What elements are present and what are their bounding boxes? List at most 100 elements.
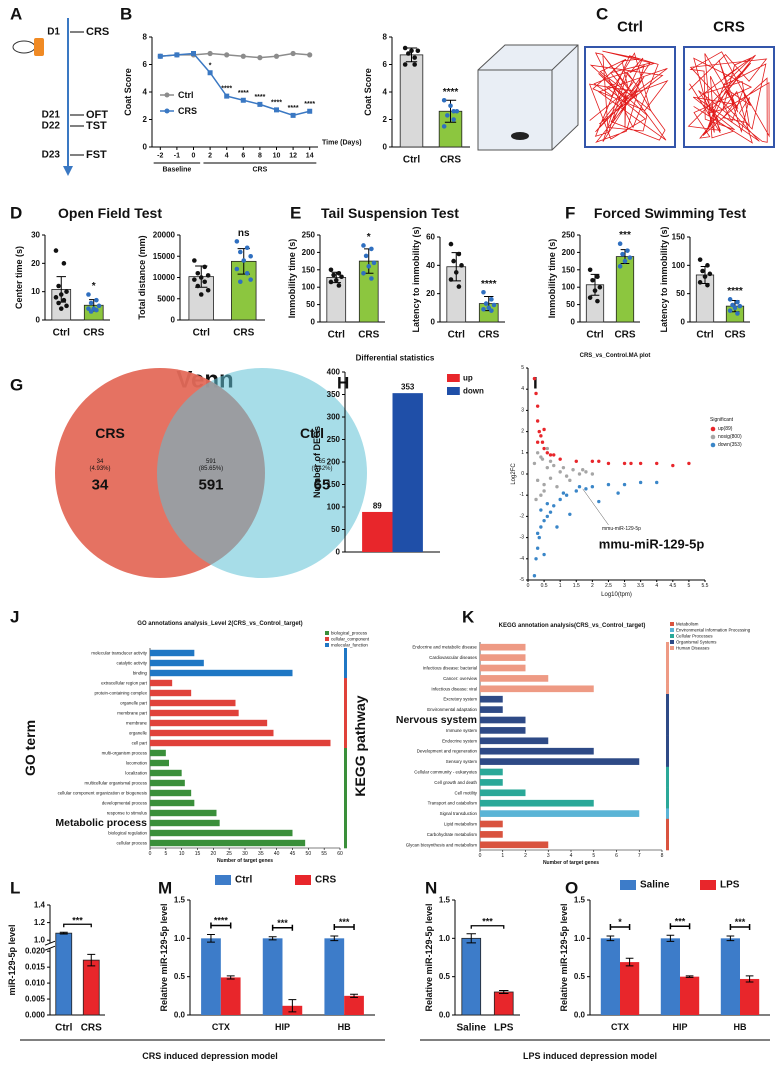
y-tick-label: 0.0 [439,1011,451,1020]
point [558,470,562,474]
legend-label: down [463,387,484,396]
data-point [456,251,462,257]
timeline-day: D22 [42,121,61,132]
y-tick-label: 350 [327,390,341,399]
y-tick-label: 100 [562,283,576,292]
category-label: Infectious disease: bacterial [423,666,477,671]
group-strip [344,658,347,669]
significance: *** [482,917,493,927]
legend-swatch [670,628,674,632]
bar [150,839,306,847]
y-tick-label: 10000 [153,273,176,282]
point [545,451,550,455]
data-point [451,258,456,264]
x-tick-label: LPS [494,1023,514,1034]
group-strip [344,738,347,749]
bar [600,938,620,1015]
point [532,376,537,381]
mouse-icon [12,40,36,54]
bar [55,932,73,1016]
y-tick-label: 2 [383,115,388,124]
bar [480,737,549,745]
y-tick-label: 1.5 [439,896,451,905]
region-count-small: 65 [319,459,326,465]
data-point [448,277,454,282]
point [540,457,545,461]
point [561,465,566,470]
point [584,470,588,474]
y-tick-label: 200 [562,248,576,257]
y-tick-label: 300 [327,413,341,422]
x-tick-label: CRS [81,1023,102,1034]
venn-set [157,368,367,578]
group-strip [344,838,347,849]
y-tick-label: 0 [36,316,41,325]
category-label: protein-containing complex [95,691,148,696]
data-point [369,276,374,281]
bar [150,709,239,717]
data-point [627,255,633,260]
group-strip [666,777,669,788]
legend-label: Environmental Information Processing [676,628,751,633]
point [558,497,562,502]
panel-letter: J [10,608,19,627]
bar [150,779,185,787]
point [638,461,643,466]
legend-swatch [447,374,460,382]
data-point [202,279,208,285]
y-tick-label: 150 [302,265,316,274]
bar [740,978,760,1015]
bar [480,727,526,734]
data-point [697,257,703,262]
data-point [415,48,421,54]
error-bar [87,953,96,967]
point [577,472,582,476]
data-point [192,258,197,263]
y-tick-label: 40 [426,261,435,270]
significance: ns [238,228,250,239]
category-label: biological regulation [108,831,147,836]
y-tick-label: 1.5 [574,896,586,905]
timeline-event: TST [86,120,107,132]
x-tick-label: 2 [524,853,527,859]
x-tick-label: 5 [688,583,691,589]
data-point [489,308,494,313]
panel-letter: K [462,608,475,627]
point [535,404,540,408]
data-point [697,280,703,285]
y-tick-label: 0.5 [439,972,451,981]
category-label: membrane [126,721,148,726]
y-axis-label: GO term [22,720,38,776]
category-label: binding [133,671,148,676]
data-point [248,277,253,282]
group-strip [666,818,669,830]
y-tick-label: 0 [521,471,524,477]
panel-letter: B [120,5,132,24]
point [257,101,263,107]
mouse-tube [34,38,44,56]
bar [480,664,526,672]
data-point [700,268,705,274]
error-bar [59,931,68,935]
point [540,440,545,444]
error-bar [288,999,297,1013]
legend-label: cellular_component [331,637,370,642]
y-tick-label: 10 [31,287,40,296]
value-label: 353 [401,383,415,392]
point [290,50,296,57]
group-strip [344,688,347,699]
category-label: molecular transducer activity [91,651,147,656]
data-point [625,248,630,253]
bar [150,809,217,817]
point [535,546,540,550]
point [581,468,585,472]
significance-bracket [333,924,355,931]
error-bar [350,993,358,998]
x-tick-label: 40 [274,851,280,857]
x-tick-label: CRS [358,330,379,341]
y-tick-label: 0 [311,318,316,327]
data-point [587,267,593,273]
bar [480,685,594,693]
group-strip [666,704,669,716]
panel-letter: A [10,5,22,24]
